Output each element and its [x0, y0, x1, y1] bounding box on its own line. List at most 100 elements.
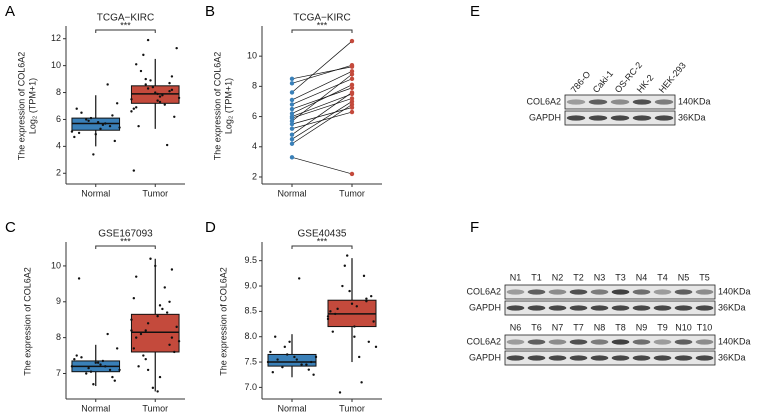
- significance-label: ***: [317, 236, 328, 246]
- data-point: [70, 365, 74, 368]
- blot-band: [566, 99, 586, 105]
- data-point: [132, 169, 136, 172]
- data-point: [92, 383, 95, 386]
- lane-label: HEK-293: [657, 60, 688, 94]
- data-point: [142, 354, 145, 357]
- data-point: [349, 63, 355, 68]
- data-point: [85, 372, 88, 375]
- y-tick-label: 9.0: [244, 280, 257, 290]
- data-point: [168, 343, 171, 347]
- y-tick-label: 8.0: [244, 331, 257, 341]
- data-point: [336, 307, 339, 311]
- y-tick-label: 8: [56, 332, 61, 342]
- data-point: [73, 357, 76, 361]
- panel-letter: F: [470, 219, 479, 236]
- data-point: [353, 335, 356, 338]
- data-point: [115, 102, 119, 105]
- blot-band: [632, 99, 652, 105]
- data-point: [343, 264, 346, 267]
- data-point: [77, 131, 81, 135]
- significance-bracket: [291, 29, 353, 33]
- data-point: [154, 91, 157, 94]
- data-point: [165, 143, 169, 147]
- blot-band: [527, 305, 546, 311]
- x-tick-label: Tumor: [339, 403, 365, 413]
- lane-label: T6: [531, 322, 542, 332]
- data-point: [350, 302, 354, 305]
- lane-label: Caki-1: [591, 68, 615, 94]
- data-point: [349, 102, 355, 107]
- data-point: [346, 254, 349, 257]
- data-point: [314, 355, 318, 359]
- lane-label: T10: [697, 322, 713, 332]
- data-point: [365, 300, 368, 303]
- size-label: 140KDa: [718, 286, 751, 296]
- data-point: [288, 340, 291, 343]
- data-point: [163, 286, 166, 289]
- data-point: [349, 38, 355, 44]
- blot-band: [632, 305, 651, 311]
- data-point: [305, 363, 308, 366]
- y-tick-label: 8: [252, 81, 257, 91]
- data-point: [175, 46, 178, 50]
- data-point: [170, 268, 174, 271]
- data-point: [146, 322, 150, 325]
- data-point: [349, 69, 355, 74]
- lane-label: N3: [594, 272, 606, 282]
- lane-label: 786-O: [569, 69, 593, 95]
- data-point: [113, 139, 116, 143]
- y-tick-label: 9: [56, 296, 61, 306]
- pair-line: [291, 157, 353, 175]
- data-point: [266, 360, 270, 364]
- pair-line: [291, 66, 353, 80]
- x-tick-label: Normal: [81, 403, 110, 413]
- y-tick-label: 2: [252, 171, 257, 181]
- data-point: [73, 135, 76, 139]
- row-label: GAPDH: [529, 112, 561, 122]
- blot-band: [527, 355, 546, 361]
- lane-label: N2: [552, 272, 564, 282]
- data-point: [108, 368, 112, 372]
- data-point: [130, 318, 133, 321]
- blot-band: [654, 115, 674, 121]
- blot-band: [695, 355, 714, 361]
- chart-title: GSE167093: [98, 229, 153, 240]
- data-point: [89, 370, 93, 373]
- y-axis-label: The expression of COL6A2: [212, 52, 222, 161]
- data-point: [146, 368, 150, 372]
- lane-label: N6: [510, 322, 522, 332]
- data-point: [139, 69, 143, 73]
- pair-line: [291, 87, 353, 110]
- significance-bracket: [95, 245, 156, 249]
- data-point: [111, 375, 114, 379]
- data-point: [338, 391, 342, 394]
- data-point: [289, 102, 295, 107]
- y-tick-label: 7: [56, 368, 61, 378]
- row-label: GAPDH: [469, 352, 501, 362]
- y-tick-label: 10: [51, 260, 61, 270]
- size-label: 36KDa: [678, 112, 706, 122]
- lane-label: N7: [552, 322, 564, 332]
- blot-band: [610, 99, 630, 105]
- data-point: [168, 300, 171, 303]
- blot-band: [695, 289, 714, 295]
- data-point: [130, 110, 133, 113]
- data-point: [135, 336, 138, 339]
- blot-band: [611, 339, 630, 345]
- blot-band: [569, 305, 588, 311]
- blot-band: [653, 289, 672, 295]
- data-point: [156, 99, 159, 102]
- data-point: [360, 381, 363, 384]
- lane-label: N5: [678, 272, 690, 282]
- data-point: [168, 90, 171, 93]
- data-point: [101, 359, 105, 363]
- box: [267, 353, 317, 367]
- data-point: [348, 289, 351, 293]
- data-point: [161, 307, 164, 311]
- data-point: [349, 105, 355, 110]
- lane-label: N8: [594, 322, 606, 332]
- data-point: [151, 386, 155, 390]
- data-point: [349, 85, 355, 91]
- data-point: [293, 355, 296, 359]
- data-point: [341, 284, 344, 288]
